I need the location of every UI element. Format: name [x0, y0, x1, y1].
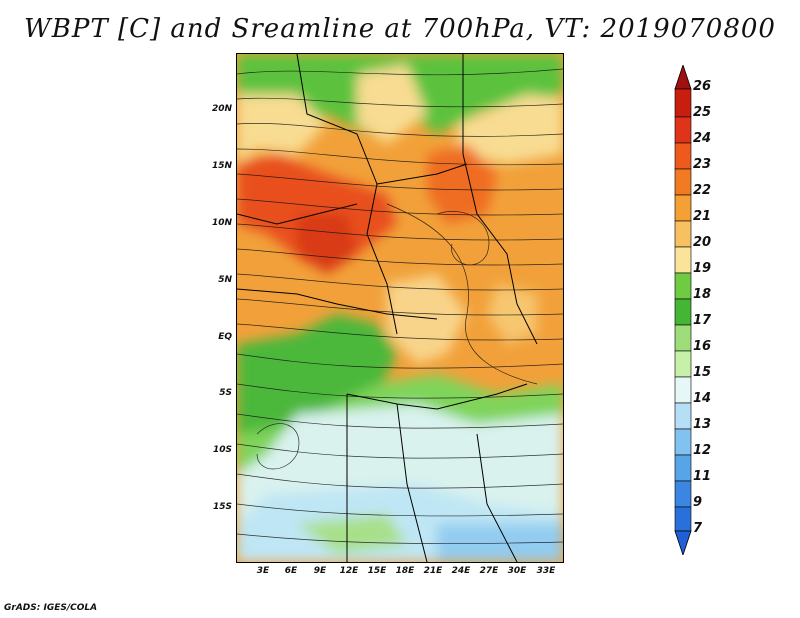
colorbar-top-arrow — [674, 65, 692, 90]
colorbar-swatch-19 — [674, 246, 692, 274]
colorbar-swatch-15 — [674, 350, 692, 378]
colorbar-label-11: 11 — [693, 469, 712, 484]
colorbar-swatch-25 — [674, 88, 692, 118]
lon-label-3e: 3E — [256, 566, 270, 576]
map-title: WBPT [C] and Sreamline at 700hPa, VT: 20… — [24, 14, 776, 44]
lon-label-21e: 21E — [423, 566, 443, 576]
colorbar-swatch-22 — [674, 168, 692, 196]
colorbar-swatch-13 — [674, 402, 692, 430]
colorbar-swatch-18 — [674, 272, 692, 300]
colorbar-swatch-23 — [674, 142, 692, 170]
lat-label-eq: EQ — [218, 332, 232, 342]
colorbar-label-26: 26 — [693, 79, 712, 94]
lat-label-15s: 15S — [212, 502, 232, 512]
grads-credit: GrADS: IGES/COLA — [4, 603, 98, 613]
colorbar-swatch-21 — [674, 194, 692, 222]
lon-label-27e: 27E — [479, 566, 499, 576]
colorbar-label-17: 17 — [693, 313, 712, 328]
colorbar-swatch-17 — [674, 298, 692, 326]
colorbar-label-16: 16 — [693, 339, 712, 354]
colorbar-label-19: 19 — [693, 261, 712, 276]
lat-label-10n: 10N — [211, 218, 232, 228]
colorbar-swatch-9 — [674, 480, 692, 508]
lon-label-30e: 30E — [507, 566, 527, 576]
colorbar-label-23: 23 — [693, 157, 712, 172]
colorbar-swatch-24 — [674, 116, 692, 144]
colorbar-swatch-20 — [674, 220, 692, 248]
streamlines — [237, 68, 563, 544]
colorbar-swatch-14 — [674, 376, 692, 404]
colorbar-label-20: 20 — [693, 235, 712, 250]
lon-label-9e: 9E — [313, 566, 327, 576]
colorbar-swatch-7 — [674, 506, 692, 532]
lat-label-10s: 10S — [212, 445, 232, 455]
wbpt-field — [237, 54, 563, 562]
colorbar — [674, 65, 692, 555]
lon-label-24e: 24E — [451, 566, 471, 576]
lat-label-20n: 20N — [211, 104, 232, 114]
colorbar-label-22: 22 — [693, 183, 712, 198]
colorbar-label-21: 21 — [693, 209, 712, 224]
colorbar-bottom-arrow — [674, 530, 692, 555]
lat-label-5n: 5N — [218, 275, 232, 285]
colorbar-label-24: 24 — [693, 131, 712, 146]
colorbar-label-14: 14 — [693, 391, 712, 406]
colorbar-label-15: 15 — [693, 365, 712, 380]
lat-label-5s: 5S — [219, 388, 232, 398]
colorbar-label-9: 9 — [693, 495, 703, 510]
colorbar-swatch-11 — [674, 454, 692, 482]
colorbar-swatch-16 — [674, 324, 692, 352]
colorbar-label-13: 13 — [693, 417, 712, 432]
colorbar-label-25: 25 — [693, 105, 712, 120]
lon-label-12e: 12E — [339, 566, 359, 576]
colorbar-label-7: 7 — [693, 521, 703, 536]
colorbar-swatch-12 — [674, 428, 692, 456]
lat-label-15n: 15N — [211, 161, 232, 171]
lon-label-6e: 6E — [284, 566, 298, 576]
lon-label-18e: 18E — [395, 566, 415, 576]
colorbar-label-18: 18 — [693, 287, 712, 302]
country-borders — [237, 54, 538, 562]
lon-label-33e: 33E — [536, 566, 556, 576]
lon-label-15e: 15E — [367, 566, 387, 576]
colorbar-label-12: 12 — [693, 443, 712, 458]
map-plot-area — [236, 53, 564, 563]
